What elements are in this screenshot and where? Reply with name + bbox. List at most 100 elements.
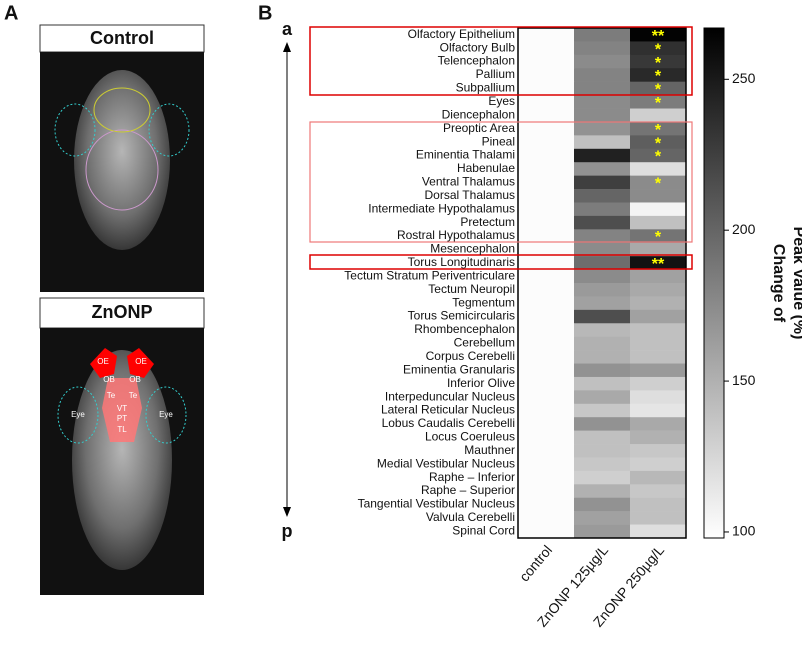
panel-label: B — [258, 2, 272, 24]
row-label: Telencephalon — [438, 54, 515, 68]
significance: * — [655, 122, 662, 139]
row-label: Spinal Cord — [452, 523, 515, 537]
heat-cell — [518, 390, 575, 405]
heat-cell — [630, 524, 687, 539]
significance: * — [655, 82, 662, 99]
heat-cell — [574, 444, 631, 458]
heat-cell — [630, 215, 687, 230]
row-label: Ventral Thalamus — [422, 175, 515, 189]
image-title: Control — [90, 28, 154, 48]
heat-cell — [574, 470, 631, 485]
heat-cell — [518, 430, 575, 445]
heat-cell — [574, 41, 631, 56]
heat-cell — [518, 336, 575, 351]
brain-shape — [74, 70, 170, 250]
heat-cell — [518, 189, 575, 203]
heat-cell — [518, 28, 575, 42]
heat-cell — [574, 350, 631, 364]
significance: ** — [652, 256, 665, 273]
row-label: Locus Coeruleus — [425, 430, 515, 444]
highlight-region — [102, 378, 142, 442]
region-label: Eye — [159, 410, 173, 419]
row-label: Rhombencephalon — [414, 322, 515, 336]
heat-cell — [630, 95, 687, 109]
significance: ** — [652, 28, 665, 45]
significance: * — [655, 41, 662, 58]
row-label: Torus Longitudinaris — [408, 255, 515, 269]
heat-cell — [518, 41, 575, 56]
row-label: Rostral Hypothalamus — [397, 228, 515, 242]
heat-cell — [518, 283, 575, 297]
heat-cell — [630, 175, 687, 190]
heat-cell — [574, 202, 631, 217]
heat-cell — [630, 309, 687, 324]
column-label: control — [516, 542, 555, 584]
colorbar — [703, 27, 725, 539]
heat-cell — [518, 95, 575, 109]
colorbar-title: Change of — [770, 244, 787, 323]
row-label: Tegmentum — [452, 295, 515, 309]
group-box — [309, 254, 693, 270]
eye-outline — [57, 386, 99, 444]
heat-cell — [518, 511, 575, 525]
heat-cell — [518, 403, 575, 418]
row-label: Olfactory Bulb — [440, 40, 516, 54]
row-label: Tectum Stratum Periventriculare — [344, 268, 515, 282]
heat-cell — [574, 363, 631, 378]
heat-cell — [518, 108, 575, 123]
heat-cell — [574, 68, 631, 82]
heat-cell — [574, 336, 631, 351]
colorbar-title: Peak Value (%) — [790, 227, 802, 340]
region-label: OB — [129, 375, 141, 384]
region-label: VT — [117, 404, 127, 413]
heat-cell — [630, 121, 687, 136]
heat-cell — [630, 54, 687, 69]
significance: * — [655, 149, 662, 166]
heat-cell — [574, 229, 631, 244]
heat-cell — [574, 81, 631, 96]
row-label: Medial Vestibular Nucleus — [377, 456, 515, 470]
heat-cell — [518, 162, 575, 176]
heat-cell — [574, 511, 631, 525]
row-label: Corpus Cerebelli — [426, 349, 515, 363]
region-label: TL — [117, 425, 127, 434]
axis-top-label: a — [282, 19, 293, 39]
heat-cell — [574, 497, 631, 512]
heat-cell — [630, 417, 687, 431]
heat-cell — [518, 363, 575, 378]
heat-cell — [574, 269, 631, 284]
heat-cell — [518, 175, 575, 190]
heat-cell — [518, 269, 575, 284]
significance: * — [655, 176, 662, 193]
significance: * — [655, 135, 662, 152]
heat-cell — [574, 121, 631, 136]
eye-outline — [145, 386, 187, 444]
panel-label: A — [4, 2, 18, 24]
heat-cell — [518, 417, 575, 431]
heat-cell — [574, 242, 631, 257]
title-box — [39, 297, 205, 329]
group-box — [309, 121, 693, 243]
row-label: Raphe – Superior — [421, 483, 515, 497]
row-label: Subpallium — [456, 81, 515, 95]
heat-cell — [518, 81, 575, 96]
row-label: Pretectum — [460, 215, 515, 229]
heat-cell — [630, 376, 687, 391]
row-label: Mauthner — [464, 443, 515, 457]
heat-cell — [574, 309, 631, 324]
group-box — [309, 26, 693, 96]
heat-cell — [630, 296, 687, 311]
region-label: Te — [129, 391, 138, 400]
heat-cell — [630, 81, 687, 96]
heat-cell — [518, 202, 575, 217]
row-label: Inferior Olive — [447, 376, 515, 390]
significance: * — [655, 68, 662, 85]
heat-cell — [630, 189, 687, 203]
significance: * — [655, 229, 662, 246]
row-label: Eyes — [488, 94, 515, 108]
colorbar-tick-label: 250 — [732, 70, 756, 86]
heat-cell — [630, 256, 687, 270]
row-label: Tangential Vestibular Nucleus — [358, 497, 515, 511]
heat-cell — [574, 484, 631, 499]
